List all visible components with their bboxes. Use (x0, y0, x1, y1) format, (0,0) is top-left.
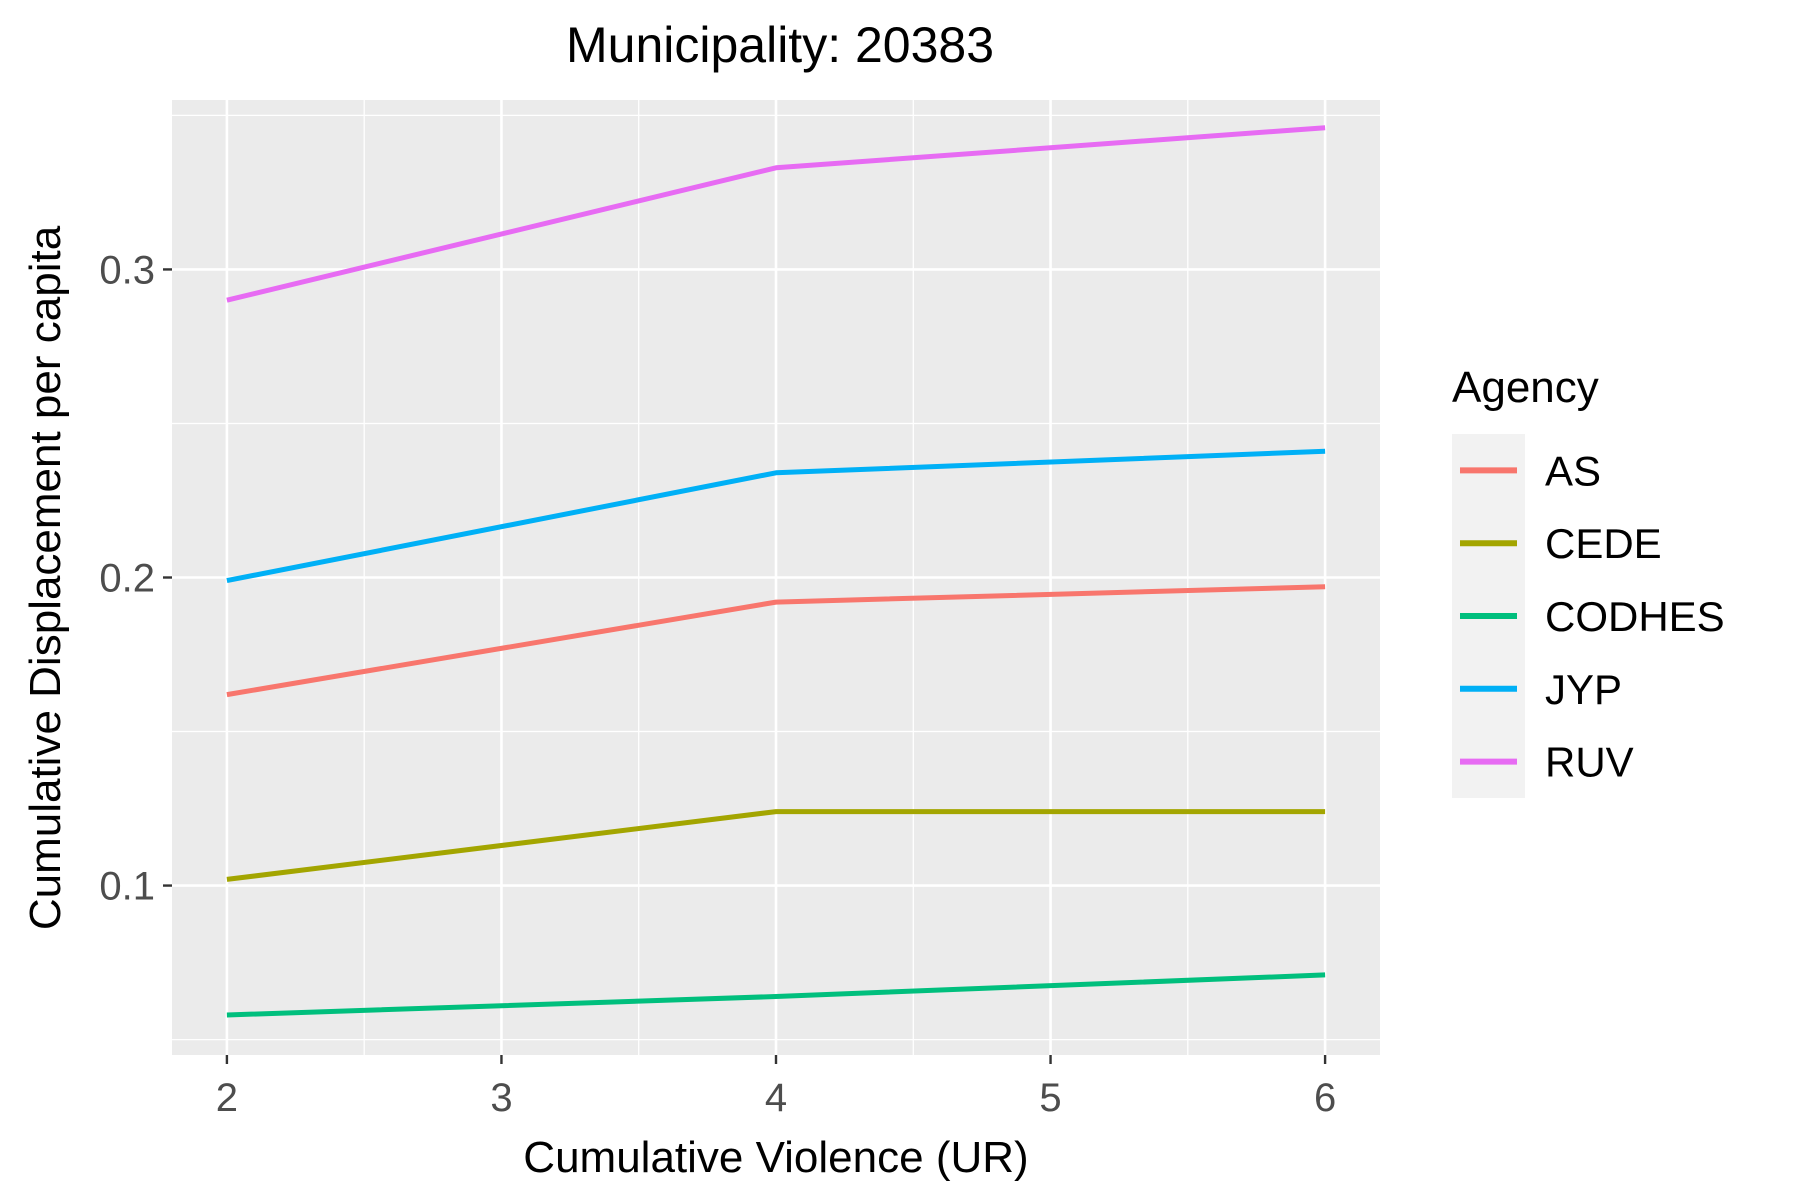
x-axis-title: Cumulative Violence (UR) (523, 1133, 1028, 1182)
series-line-as (226, 584, 1326, 698)
x-tick-label: 4 (765, 1076, 787, 1120)
x-tick-label: 5 (1039, 1076, 1061, 1120)
legend-label: JYP (1545, 666, 1622, 713)
series-line-cede (226, 809, 1326, 882)
y-axis: 0.1 0.2 0.3 (99, 248, 172, 909)
grid (172, 100, 1380, 1055)
legend-label: CEDE (1545, 520, 1662, 567)
x-axis: 2 3 4 5 6 (216, 1055, 1336, 1120)
x-tick-label: 2 (216, 1076, 238, 1120)
legend: Agency AS CEDE CODHES JYP RUV (1452, 363, 1725, 798)
legend-label: AS (1545, 447, 1601, 494)
x-tick-label: 3 (490, 1076, 512, 1120)
series-lines (226, 125, 1326, 1018)
legend-label: RUV (1545, 739, 1634, 786)
series-line-jyp (226, 448, 1326, 584)
y-tick-label: 0.1 (99, 865, 155, 909)
series-line-codhes (226, 972, 1326, 1018)
legend-items: AS CEDE CODHES JYP RUV (1460, 447, 1725, 786)
y-axis-title: Cumulative Displacement per capita (21, 225, 70, 930)
chart-title: Municipality: 20383 (566, 17, 994, 73)
y-tick-label: 0.2 (99, 557, 155, 601)
x-tick-label: 6 (1314, 1076, 1336, 1120)
y-tick-label: 0.3 (99, 248, 155, 292)
series-line-ruv (226, 125, 1326, 303)
legend-label: CODHES (1545, 593, 1725, 640)
legend-title: Agency (1452, 363, 1599, 412)
